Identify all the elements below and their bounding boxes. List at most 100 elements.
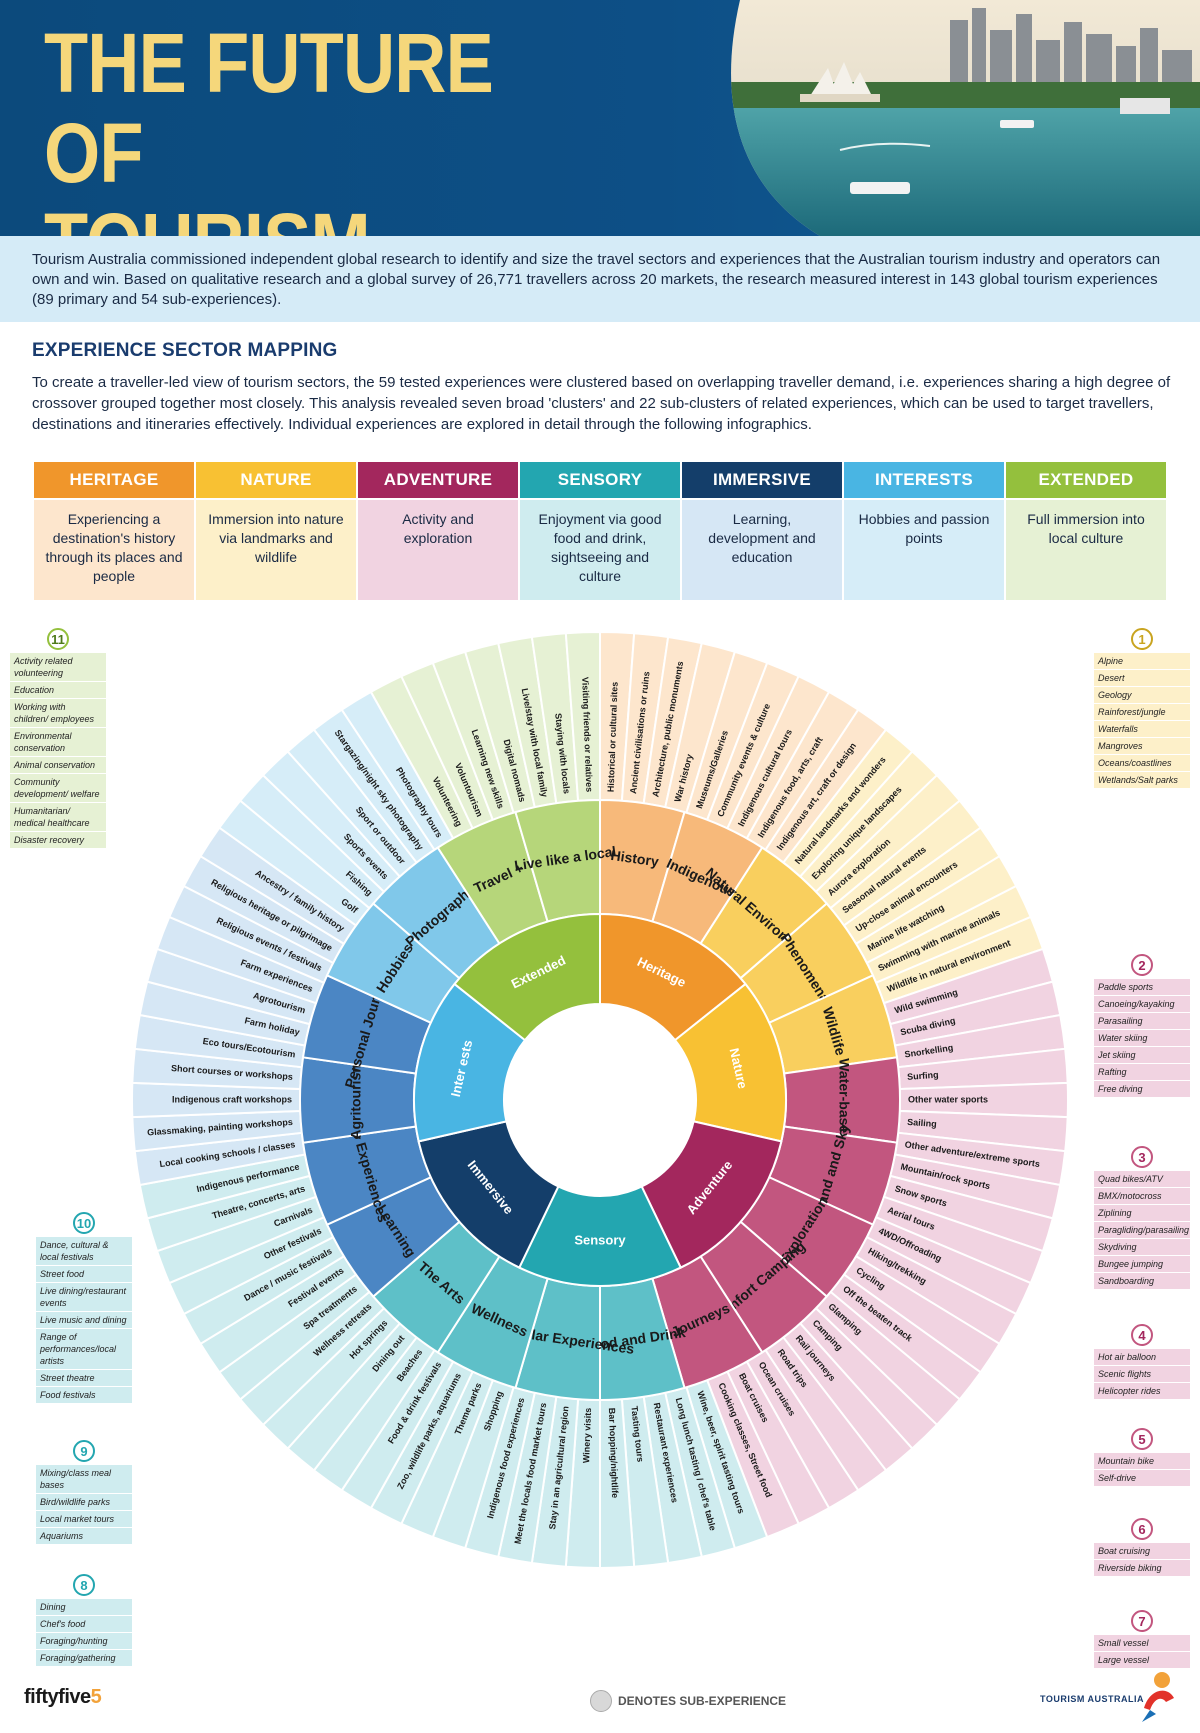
cluster-description: Enjoyment via good food and drink, sight… — [520, 498, 680, 600]
legend-item: Activity related volunteering — [10, 653, 106, 682]
legend-item: Live music and dining — [36, 1312, 132, 1329]
sub-cluster-label: History — [610, 847, 660, 870]
legend-number: 2 — [1131, 954, 1153, 976]
cluster-interests: INTERESTS Hobbies and passion points — [844, 462, 1006, 600]
cluster-heading: EXTENDED — [1006, 462, 1166, 498]
legend-item: Oceans/coastlines — [1094, 755, 1190, 772]
legend-item: Disaster recovery — [10, 832, 106, 849]
legend-item: Scenic flights — [1094, 1366, 1190, 1383]
fiftyfive5-logo: fiftyfive5 — [24, 1686, 102, 1709]
section-title: EXPERIENCE SECTOR MAPPING — [32, 340, 338, 361]
sector-wheel-chart: Historical or cultural sites Ancient civi… — [130, 630, 1070, 1570]
legend-item: Dining — [36, 1599, 132, 1616]
legend-item: Parasailing — [1094, 1013, 1190, 1030]
legend-item: Large vessel — [1094, 1652, 1190, 1669]
intro-text: Tourism Australia commissioned independe… — [32, 251, 1161, 308]
cluster-heading: IMMERSIVE — [682, 462, 842, 498]
legend-item: BMX/motocross — [1094, 1188, 1190, 1205]
experience-label: Winery visits — [581, 1408, 593, 1464]
legend-list: Paddle sports Canoeing/kayaking Parasailin… — [1094, 979, 1190, 1098]
legend-item: Rainforest/jungle — [1094, 704, 1190, 721]
legend-list: Activity related volunteering Education Wo… — [10, 653, 106, 849]
cluster-heading: INTERESTS — [844, 462, 1004, 498]
legend-item: Range of performances/local artists — [36, 1329, 132, 1370]
logo-number: 5 — [90, 1686, 102, 1708]
experience-label: Other water sports — [908, 1094, 988, 1104]
legend-number: 11 — [47, 628, 69, 650]
legend-list: Hot air balloon Scenic flights Helicopter … — [1094, 1349, 1190, 1400]
legend-item: Self-drive — [1094, 1470, 1190, 1487]
legend-item: Rafting — [1094, 1064, 1190, 1081]
legend-item: Riverside biking — [1094, 1560, 1190, 1577]
legend-item: Foraging/hunting — [36, 1633, 132, 1650]
legend-10: 10 Dance, cultural & local festivals Stre… — [36, 1212, 132, 1404]
title-line-2: TOURISM DEMAND — [44, 198, 594, 236]
legend-number: 9 — [73, 1440, 95, 1462]
legend-item: Quad bikes/ATV — [1094, 1171, 1190, 1188]
legend-item: Community development/ welfare — [10, 774, 106, 803]
sub-experience-dot-icon — [590, 1690, 612, 1712]
cluster-description: Hobbies and passion points — [844, 498, 1004, 600]
cluster-heading: NATURE — [196, 462, 356, 498]
cluster-description: Full immersion into local culture — [1006, 498, 1166, 600]
legend-4: 4 Hot air balloon Scenic flights Helicopte… — [1094, 1324, 1190, 1400]
experience-label: Visiting friends or relatives — [580, 677, 594, 793]
cluster-description: Experiencing a destination's history thr… — [34, 498, 194, 600]
legend-item: Water skiing — [1094, 1030, 1190, 1047]
legend-item: Wetlands/Salt parks — [1094, 772, 1190, 789]
cluster-heading: SENSORY — [520, 462, 680, 498]
experience-label: Indigenous craft workshops — [172, 1094, 292, 1104]
legend-item: Paddle sports — [1094, 979, 1190, 996]
sub-experience-note: DENOTES SUB-EXPERIENCE — [618, 1694, 787, 1708]
legend-item: Education — [10, 682, 106, 699]
legend-item: Foraging/gathering — [36, 1650, 132, 1667]
cluster-table: HERITAGE Experiencing a destination's hi… — [34, 462, 1166, 600]
kangaroo-icon — [1142, 1672, 1174, 1722]
cluster-extended: EXTENDED Full immersion into local cultu… — [1006, 462, 1166, 600]
legend-item: Free diving — [1094, 1081, 1190, 1098]
cluster-immersive: IMMERSIVE Learning, development and educ… — [682, 462, 844, 600]
legend-1: 1 Alpine Desert Geology Rainforest/jungle Wa… — [1094, 628, 1190, 789]
legend-item: Helicopter rides — [1094, 1383, 1190, 1400]
legend-number: 5 — [1131, 1428, 1153, 1450]
legend-number: 1 — [1131, 628, 1153, 650]
cluster-nature: NATURE Immersion into nature via landmar… — [196, 462, 358, 600]
legend-item: Sandboarding — [1094, 1273, 1190, 1290]
legend-item: Boat cruising — [1094, 1543, 1190, 1560]
sector-wheel: Historical or cultural sites Ancient civi… — [0, 600, 1200, 1600]
sydney-harbour-photo — [700, 0, 1200, 236]
legend-list: Mixing/class meal bases Bird/wildlife par… — [36, 1465, 132, 1545]
section-description: To create a traveller-led view of touris… — [32, 374, 1171, 433]
legend-item: Waterfalls — [1094, 721, 1190, 738]
wheel-center — [504, 1004, 696, 1196]
experience-label: Historical or cultural sites — [606, 682, 620, 793]
legend-item: Paragliding/parasailing — [1094, 1222, 1190, 1239]
sub-cluster-label: Water-based — [836, 1058, 852, 1142]
legend-item: Skydiving — [1094, 1239, 1190, 1256]
legend-number: 10 — [73, 1212, 95, 1234]
legend-item: Mixing/class meal bases — [36, 1465, 132, 1494]
legend-item: Bird/wildlife parks — [36, 1494, 132, 1511]
legend-item: Aquariums — [36, 1528, 132, 1545]
legend-9: 9 Mixing/class meal bases Bird/wildlife p… — [36, 1440, 132, 1545]
legend-item: Small vessel — [1094, 1635, 1190, 1652]
cluster-heritage: HERITAGE Experiencing a destination's hi… — [34, 462, 196, 600]
legend-item: Bungee jumping — [1094, 1256, 1190, 1273]
hero-banner: THE FUTURE OF TOURISM DEMAND — [0, 0, 1200, 236]
legend-list: Boat cruising Riverside biking — [1094, 1543, 1190, 1577]
cluster-label: Sensory — [574, 1232, 626, 1247]
legend-item: Mangroves — [1094, 738, 1190, 755]
legend-6: 6 Boat cruising Riverside biking — [1094, 1518, 1190, 1577]
legend-list: Dance, cultural & local festivals Street … — [36, 1237, 132, 1404]
legend-list: Quad bikes/ATV BMX/motocross Ziplining Para… — [1094, 1171, 1190, 1290]
legend-list: Alpine Desert Geology Rainforest/jungle Wate… — [1094, 653, 1190, 789]
experience-label: Sailing — [907, 1117, 937, 1129]
legend-list: Dining Chef's food Foraging/hunting Foragin… — [36, 1599, 132, 1667]
legend-item: Geology — [1094, 687, 1190, 704]
cluster-sensory: SENSORY Enjoyment via good food and drin… — [520, 462, 682, 600]
title-line-1: THE FUTURE OF — [44, 16, 494, 200]
legend-number: 7 — [1131, 1610, 1153, 1632]
tourism-australia-logo: TOURISM AUSTRALIA — [1040, 1694, 1144, 1704]
legend-3: 3 Quad bikes/ATV BMX/motocross Ziplining Pa… — [1094, 1146, 1190, 1290]
legend-number: 8 — [73, 1574, 95, 1596]
